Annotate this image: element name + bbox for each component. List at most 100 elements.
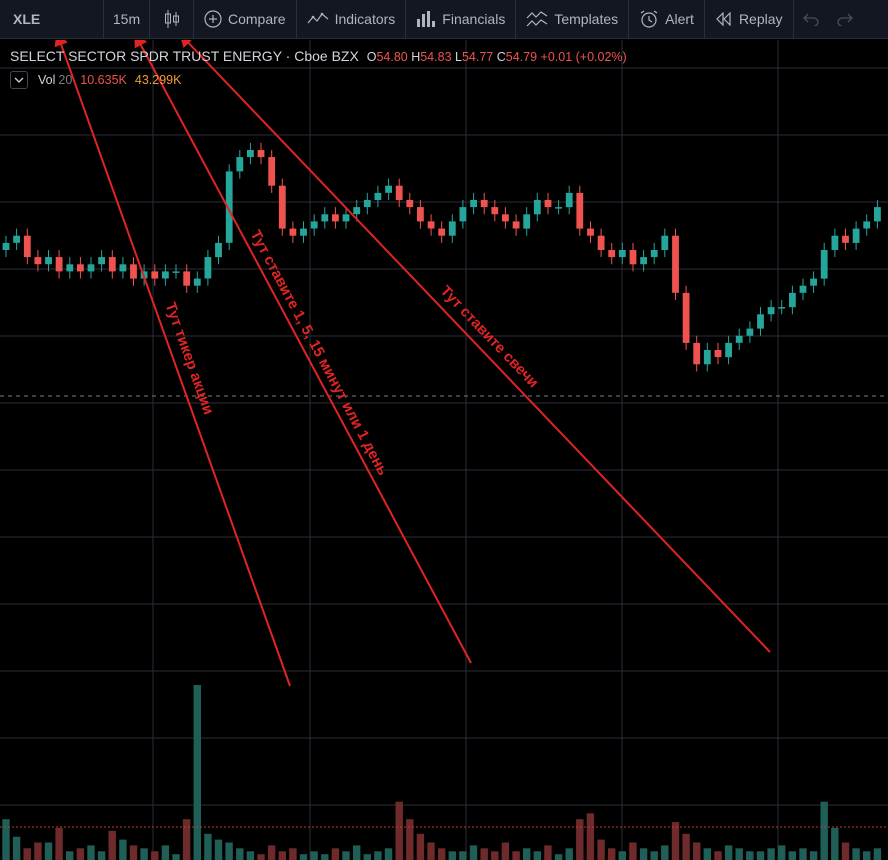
volume-bar [661, 845, 669, 860]
rewind-icon [715, 12, 733, 26]
symbol-search-button[interactable]: XLE [0, 0, 104, 39]
candle-body [385, 185, 392, 193]
volume-bar [778, 845, 786, 860]
volume-bar [193, 685, 201, 860]
candle-body [193, 278, 201, 286]
interval-button[interactable]: 15m [104, 0, 150, 39]
close-label: C [496, 50, 506, 64]
volume-bar [480, 848, 488, 860]
candle-body [852, 228, 860, 243]
volume-bar [767, 848, 775, 860]
chart-style-button[interactable] [150, 0, 194, 39]
volume-bar [374, 851, 382, 860]
candles-icon [164, 9, 180, 29]
candle-body [130, 264, 137, 279]
volume-bar [799, 848, 807, 860]
candle-body [310, 221, 318, 229]
volume-bar [12, 836, 21, 860]
volume-bar [257, 854, 265, 860]
candle-body [842, 235, 849, 243]
chart-grid [0, 40, 888, 860]
volume-bar [55, 827, 63, 860]
templates-icon [526, 10, 548, 28]
candle-body [703, 350, 711, 365]
compare-label: Compare [228, 11, 286, 27]
volume-bar [151, 851, 159, 860]
alarm-clock-icon [639, 9, 659, 29]
candlestick-series [0, 142, 888, 397]
financials-button[interactable]: Financials [406, 0, 517, 39]
financials-label: Financials [442, 11, 506, 27]
volume-bar [586, 813, 595, 860]
high-label: H [411, 50, 421, 64]
volume-bar [353, 845, 361, 860]
volume-bar [809, 851, 818, 860]
volume-bar [724, 845, 733, 860]
candle-body [778, 307, 786, 309]
candle-body [77, 264, 84, 272]
volume-bar [406, 819, 414, 860]
candle-body [831, 235, 839, 250]
candle-body [374, 192, 382, 200]
volume-bar [97, 851, 106, 860]
volume-bar [639, 848, 648, 860]
volume-bar [756, 851, 765, 860]
candle-body [629, 250, 637, 265]
volume-bar [172, 854, 180, 860]
candle-body [278, 185, 286, 229]
redo-button[interactable] [828, 0, 862, 39]
volume-bar [225, 842, 233, 860]
volume-bar [299, 854, 308, 860]
candle-body [502, 214, 509, 222]
replay-button[interactable]: Replay [705, 0, 794, 39]
volume-bar [533, 851, 541, 860]
volume-bar [87, 845, 95, 860]
volume-bar [289, 848, 297, 860]
candle-body [23, 235, 31, 258]
candle-body [289, 228, 297, 236]
candle-body [438, 228, 446, 236]
candle-body [512, 221, 520, 229]
volume-bar [597, 839, 605, 860]
symbol-label: XLE [13, 11, 41, 27]
alert-label: Alert [665, 11, 694, 27]
candle-body [215, 242, 222, 258]
price-chart[interactable]: Тут тикер акции Тут ставите 1, 5, 15 мину… [0, 40, 888, 860]
volume-bar [108, 830, 116, 860]
volume-bar [427, 842, 435, 860]
volume-bar [214, 839, 223, 860]
candle-body [725, 342, 732, 358]
candle-body [555, 207, 562, 209]
volume-bar [2, 819, 10, 860]
candle-body [332, 214, 339, 222]
candle-body [523, 214, 531, 229]
candle-body [544, 200, 552, 208]
compare-button[interactable]: Compare [194, 0, 297, 39]
candle-body [395, 185, 403, 200]
collapse-legend-button[interactable] [10, 71, 28, 89]
low-label: L [455, 50, 462, 64]
volume-bar [841, 842, 850, 860]
chevron-down-icon [14, 73, 24, 87]
volume-bar [565, 848, 573, 860]
templates-button[interactable]: Templates [516, 0, 630, 39]
undo-button[interactable] [794, 0, 828, 39]
candle-body [735, 335, 743, 343]
candle-body [820, 250, 828, 279]
indicators-button[interactable]: Indicators [297, 0, 407, 39]
candle-body [799, 285, 807, 293]
volume-bar [629, 842, 637, 860]
legend-title: SELECT SECTOR SPDR TRUST ENERGY · Cboe B… [10, 48, 359, 64]
volume-bar [23, 848, 31, 860]
volume-bar [119, 839, 127, 860]
candle-body [55, 257, 63, 272]
candle-body [618, 250, 626, 258]
volume-bar [129, 845, 138, 860]
candle-body [2, 242, 10, 250]
candle-body [682, 292, 690, 343]
volume-bar [852, 848, 860, 860]
alert-button[interactable]: Alert [629, 0, 705, 39]
annotation-arrow [54, 40, 291, 687]
volume-bar [682, 833, 690, 860]
candle-body [204, 257, 212, 279]
